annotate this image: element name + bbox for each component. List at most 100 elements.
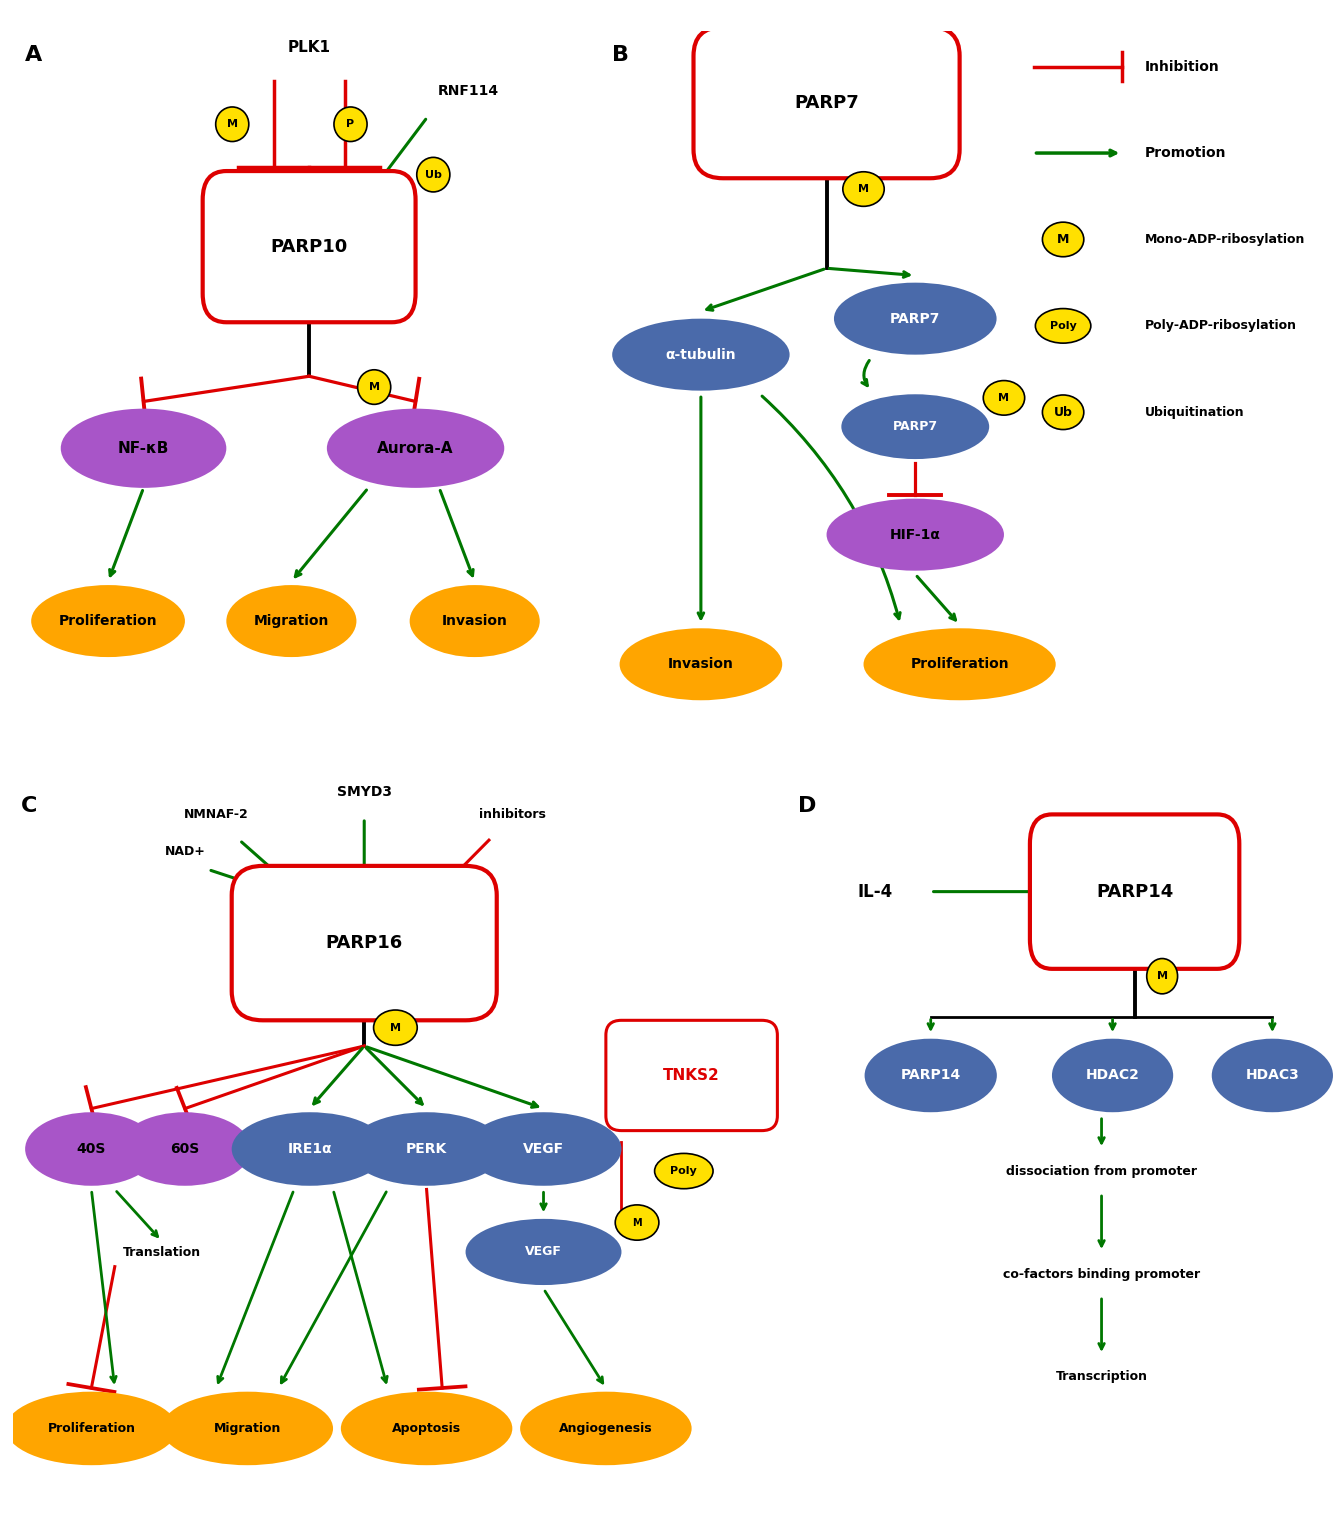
- Text: M: M: [999, 392, 1009, 403]
- Text: VEGF: VEGF: [523, 1141, 564, 1157]
- Text: M: M: [1056, 233, 1070, 247]
- Ellipse shape: [841, 394, 989, 460]
- Text: PARP14: PARP14: [1095, 882, 1173, 901]
- Text: PARP14: PARP14: [900, 1068, 961, 1083]
- Text: Poly: Poly: [671, 1166, 698, 1177]
- Text: HDAC2: HDAC2: [1086, 1068, 1140, 1083]
- Text: C: C: [22, 797, 38, 817]
- Ellipse shape: [465, 1219, 621, 1285]
- Ellipse shape: [1043, 395, 1083, 429]
- Ellipse shape: [1052, 1039, 1173, 1112]
- Text: VEGF: VEGF: [526, 1246, 562, 1258]
- Text: M: M: [857, 184, 870, 195]
- Ellipse shape: [465, 1112, 621, 1186]
- Text: A: A: [26, 44, 43, 64]
- Text: Ubiquitination: Ubiquitination: [1145, 406, 1245, 418]
- Text: Promotion: Promotion: [1145, 146, 1226, 159]
- Ellipse shape: [215, 107, 249, 141]
- Text: NAD+: NAD+: [164, 844, 206, 858]
- Ellipse shape: [327, 409, 504, 487]
- Text: inhibitors: inhibitors: [478, 807, 546, 821]
- Text: M: M: [1157, 971, 1168, 980]
- Text: P: P: [347, 119, 355, 129]
- Ellipse shape: [520, 1391, 692, 1465]
- FancyBboxPatch shape: [1030, 815, 1239, 968]
- Text: Ub: Ub: [425, 170, 442, 179]
- Ellipse shape: [863, 628, 1056, 700]
- Text: Invasion: Invasion: [668, 657, 734, 671]
- Text: M: M: [632, 1218, 642, 1227]
- Text: α-tubulin: α-tubulin: [665, 348, 737, 362]
- Ellipse shape: [231, 1112, 387, 1186]
- Text: HIF-1α: HIF-1α: [890, 527, 941, 542]
- Ellipse shape: [31, 585, 185, 657]
- Ellipse shape: [1035, 308, 1091, 343]
- Text: Ub: Ub: [1054, 406, 1073, 418]
- Text: TNKS2: TNKS2: [663, 1068, 720, 1083]
- Text: PARP10: PARP10: [270, 237, 348, 256]
- Text: PERK: PERK: [406, 1141, 448, 1157]
- Ellipse shape: [118, 1112, 251, 1186]
- Text: co-factors binding promoter: co-factors binding promoter: [1003, 1267, 1200, 1281]
- Text: Inhibition: Inhibition: [1145, 60, 1219, 74]
- FancyBboxPatch shape: [231, 866, 497, 1020]
- Ellipse shape: [833, 282, 996, 354]
- Text: PARP7: PARP7: [892, 420, 938, 434]
- Ellipse shape: [1146, 959, 1177, 994]
- Text: IRE1α: IRE1α: [288, 1141, 332, 1157]
- Ellipse shape: [410, 585, 540, 657]
- Text: Migration: Migration: [254, 614, 329, 628]
- Text: NF-κB: NF-κB: [118, 441, 169, 455]
- Ellipse shape: [1212, 1039, 1333, 1112]
- Text: 60S: 60S: [171, 1141, 199, 1157]
- Text: PARP7: PARP7: [794, 93, 859, 112]
- Text: Transcription: Transcription: [1055, 1371, 1148, 1383]
- Ellipse shape: [341, 1391, 512, 1465]
- Text: Angiogenesis: Angiogenesis: [559, 1422, 653, 1435]
- Text: 40S: 40S: [77, 1141, 106, 1157]
- Text: PARP16: PARP16: [325, 935, 403, 951]
- Ellipse shape: [5, 1391, 177, 1465]
- Ellipse shape: [358, 369, 391, 404]
- Text: dissociation from promoter: dissociation from promoter: [1007, 1164, 1198, 1178]
- Text: Proliferation: Proliferation: [59, 614, 157, 628]
- Text: Translation: Translation: [122, 1246, 200, 1259]
- Ellipse shape: [827, 498, 1004, 570]
- Text: Aurora-A: Aurora-A: [378, 441, 454, 455]
- Ellipse shape: [60, 409, 226, 487]
- Ellipse shape: [1043, 222, 1083, 257]
- Text: Poly-ADP-ribosylation: Poly-ADP-ribosylation: [1145, 319, 1297, 332]
- Ellipse shape: [348, 1112, 504, 1186]
- FancyBboxPatch shape: [694, 28, 960, 178]
- Text: PARP7: PARP7: [890, 311, 941, 326]
- Text: D: D: [798, 797, 817, 817]
- Text: B: B: [613, 44, 629, 64]
- Ellipse shape: [984, 380, 1024, 415]
- Text: Proliferation: Proliferation: [910, 657, 1009, 671]
- FancyBboxPatch shape: [606, 1020, 777, 1131]
- Text: RNF114: RNF114: [438, 84, 500, 98]
- Ellipse shape: [864, 1039, 997, 1112]
- Text: Mono-ADP-ribosylation: Mono-ADP-ribosylation: [1145, 233, 1305, 247]
- FancyBboxPatch shape: [203, 172, 415, 322]
- Ellipse shape: [620, 628, 782, 700]
- Ellipse shape: [843, 172, 884, 207]
- Text: M: M: [227, 119, 238, 129]
- Ellipse shape: [226, 585, 356, 657]
- Ellipse shape: [417, 158, 450, 192]
- Text: Proliferation: Proliferation: [47, 1422, 136, 1435]
- Text: IL-4: IL-4: [857, 882, 894, 901]
- Text: PLK1: PLK1: [288, 40, 331, 55]
- Ellipse shape: [333, 107, 367, 141]
- Ellipse shape: [161, 1391, 333, 1465]
- Ellipse shape: [26, 1112, 157, 1186]
- Text: NMNAF-2: NMNAF-2: [184, 807, 249, 821]
- Ellipse shape: [613, 319, 790, 391]
- Text: Migration: Migration: [214, 1422, 281, 1435]
- Text: Poly: Poly: [1050, 320, 1077, 331]
- Text: M: M: [390, 1023, 401, 1033]
- Text: Invasion: Invasion: [442, 614, 508, 628]
- Text: Apoptosis: Apoptosis: [392, 1422, 461, 1435]
- Text: HDAC3: HDAC3: [1246, 1068, 1300, 1083]
- Ellipse shape: [374, 1010, 417, 1045]
